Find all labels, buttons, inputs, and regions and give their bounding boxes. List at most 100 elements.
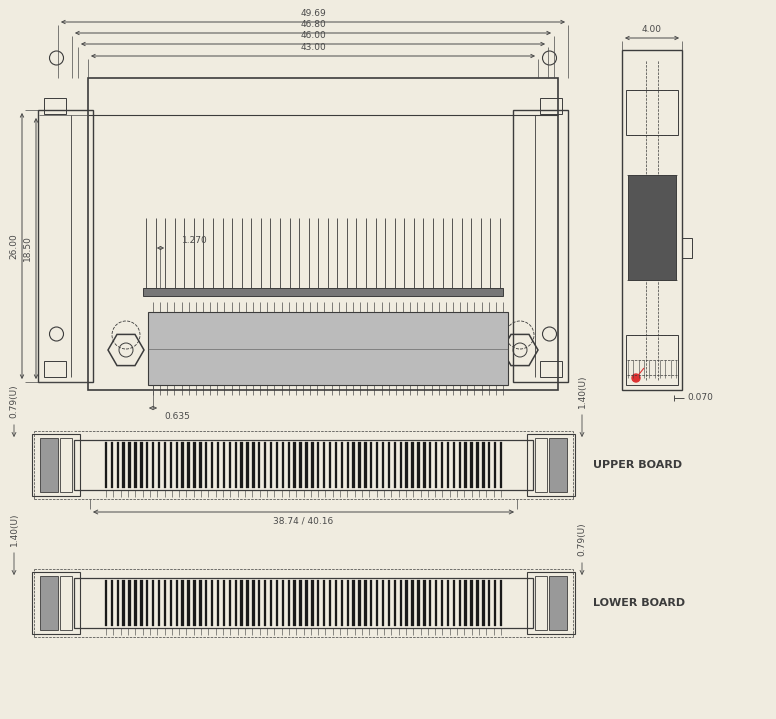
Bar	[488, 580, 490, 626]
Bar	[288, 580, 290, 626]
Bar	[500, 442, 502, 488]
Bar	[300, 580, 302, 626]
Bar	[74, 578, 533, 628]
Bar	[429, 442, 431, 488]
Bar	[411, 580, 414, 626]
Bar	[32, 572, 80, 634]
Bar	[270, 580, 272, 626]
Bar	[123, 442, 125, 488]
Bar	[323, 580, 325, 626]
Bar	[323, 442, 325, 488]
Bar	[229, 580, 231, 626]
Bar	[435, 580, 438, 626]
Bar	[116, 442, 119, 488]
Bar	[364, 580, 366, 626]
Bar	[143, 288, 503, 296]
Bar	[423, 580, 425, 626]
Bar	[211, 580, 213, 626]
Bar	[470, 442, 473, 488]
Bar	[406, 442, 408, 488]
Bar	[429, 580, 431, 626]
Text: 46.00: 46.00	[300, 31, 326, 40]
Bar	[193, 442, 196, 488]
Bar	[622, 50, 682, 390]
Bar	[241, 442, 243, 488]
Bar	[334, 442, 337, 488]
Bar	[140, 580, 143, 626]
Bar	[264, 442, 266, 488]
Bar	[535, 576, 547, 630]
Bar	[535, 438, 547, 492]
Bar	[482, 580, 484, 626]
Bar	[400, 580, 402, 626]
Text: 0.070: 0.070	[687, 393, 713, 403]
Bar	[417, 442, 420, 488]
Text: 1.40(U): 1.40(U)	[9, 513, 19, 546]
Bar	[476, 580, 479, 626]
Bar	[241, 580, 243, 626]
Bar	[111, 580, 113, 626]
Bar	[205, 580, 207, 626]
Bar	[293, 580, 296, 626]
Bar	[540, 361, 562, 377]
Bar	[152, 580, 154, 626]
Bar	[146, 580, 148, 626]
Text: 4.00: 4.00	[642, 25, 662, 34]
Text: 0.635: 0.635	[164, 412, 190, 421]
Bar	[128, 442, 131, 488]
Bar	[549, 438, 567, 492]
Text: 1.270: 1.270	[182, 236, 208, 245]
Bar	[441, 580, 443, 626]
Bar	[464, 442, 467, 488]
Text: 18.50: 18.50	[23, 236, 32, 262]
Bar	[488, 442, 490, 488]
Bar	[187, 442, 190, 488]
Bar	[376, 580, 379, 626]
Bar	[205, 442, 207, 488]
Bar	[105, 442, 107, 488]
Text: 26.00: 26.00	[9, 233, 18, 259]
Bar	[282, 580, 284, 626]
Bar	[275, 580, 278, 626]
Bar	[470, 580, 473, 626]
Bar	[158, 442, 161, 488]
Bar	[513, 110, 568, 382]
Bar	[152, 442, 154, 488]
Bar	[376, 442, 379, 488]
Bar	[134, 580, 137, 626]
Bar	[123, 580, 125, 626]
Bar	[223, 442, 225, 488]
Bar	[476, 442, 479, 488]
Bar	[38, 110, 93, 382]
Bar	[217, 442, 219, 488]
Bar	[305, 442, 307, 488]
Bar	[60, 438, 72, 492]
Bar	[134, 442, 137, 488]
Bar	[282, 442, 284, 488]
Bar	[352, 580, 355, 626]
Bar	[459, 442, 461, 488]
Bar	[549, 576, 567, 630]
Bar	[441, 442, 443, 488]
Bar	[628, 175, 676, 280]
Bar	[329, 442, 331, 488]
Bar	[170, 442, 172, 488]
Bar	[382, 580, 384, 626]
Bar	[540, 98, 562, 114]
Bar	[459, 580, 461, 626]
Bar	[406, 580, 408, 626]
Text: 49.69: 49.69	[300, 9, 326, 18]
Bar	[388, 442, 390, 488]
Bar	[116, 580, 119, 626]
Bar	[193, 580, 196, 626]
Bar	[217, 580, 219, 626]
Bar	[74, 440, 533, 490]
Bar	[288, 442, 290, 488]
Bar	[44, 361, 66, 377]
Bar	[44, 98, 66, 114]
Bar	[199, 580, 202, 626]
Bar	[464, 580, 467, 626]
Bar	[626, 335, 678, 385]
Bar	[264, 580, 266, 626]
Bar	[411, 442, 414, 488]
